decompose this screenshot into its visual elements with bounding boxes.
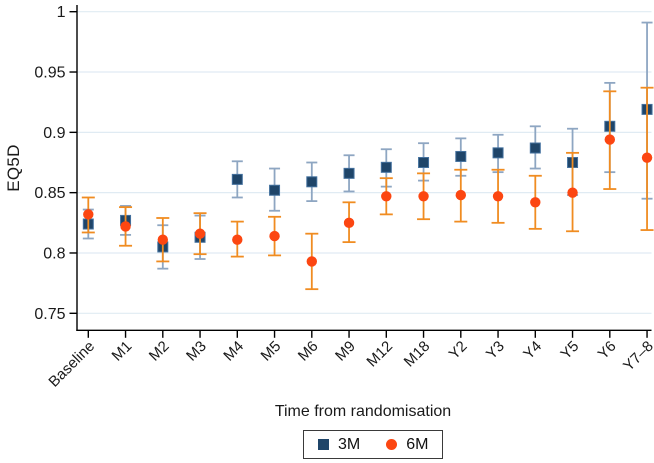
y-tick-label: 0.9	[43, 125, 65, 142]
x-tick-label: M6	[295, 338, 322, 365]
x-tick-label: M4	[220, 338, 247, 365]
legend: 3M 6M	[303, 430, 444, 459]
x-tick-label: Y3	[483, 338, 508, 363]
6m-marker-circle	[157, 234, 168, 245]
3m-marker-square	[343, 167, 355, 179]
6m-marker-circle	[641, 152, 653, 163]
6m-marker-circle	[120, 221, 131, 232]
3m-marker-square	[418, 157, 430, 168]
y-axis-title: EQ5D	[4, 144, 23, 192]
y-tick-label: 1	[57, 4, 66, 21]
6m-marker-circle	[306, 256, 317, 267]
3m-marker-square	[529, 142, 541, 154]
x-tick-label: Y4	[520, 338, 545, 363]
x-tick-label: Y5	[557, 338, 582, 363]
6m-marker-circle	[232, 234, 243, 245]
x-tick-label: M5	[258, 338, 285, 365]
y-tick-label: 0.75	[34, 306, 65, 323]
y-tick-label: 0.8	[43, 245, 65, 262]
x-tick-label: M12	[363, 338, 396, 371]
x-tick-label: Y2	[446, 338, 471, 363]
y-tick-label: 0.85	[34, 185, 65, 202]
legend-item-3m: 3M	[318, 436, 360, 454]
6m-marker-circle	[194, 228, 206, 239]
3m-marker-square	[380, 161, 392, 173]
legend-3m-square-icon	[318, 439, 329, 450]
x-axis-title: Time from randomisation	[274, 403, 452, 420]
x-tick-label: M2	[146, 338, 173, 365]
3m-marker-square	[492, 147, 504, 159]
x-tick-label: M18	[401, 338, 434, 371]
6m-marker-circle	[418, 191, 429, 202]
legend-3m-label: 3M	[338, 435, 361, 453]
6m-marker-circle	[381, 191, 392, 202]
6m-marker-circle	[567, 187, 578, 198]
6m-marker-circle	[604, 134, 615, 145]
6m-marker-circle	[530, 197, 541, 208]
3m-marker-square	[306, 176, 318, 188]
3m-marker-square	[231, 173, 243, 185]
y-tick-label: 0.95	[34, 65, 65, 82]
x-tick-label: Y6	[595, 338, 620, 363]
x-tick-label: M1	[109, 338, 136, 365]
6m-marker-circle	[455, 189, 466, 201]
6m-marker-circle	[269, 230, 280, 242]
legend-6m-label: 6M	[406, 435, 429, 453]
x-tick-label: M3	[183, 338, 210, 365]
6m-marker-circle	[492, 191, 504, 202]
legend-6m-circle-icon	[386, 439, 398, 450]
x-tick-label: Baseline	[45, 338, 98, 391]
3m-marker-square	[455, 150, 467, 162]
x-tick-label: M9	[332, 338, 359, 365]
6m-marker-circle	[343, 217, 355, 229]
3m-marker-square	[269, 184, 281, 196]
x-tick-label: Y7–8	[620, 338, 654, 375]
legend-item-6m: 6M	[386, 436, 428, 454]
6m-marker-circle	[83, 209, 94, 220]
